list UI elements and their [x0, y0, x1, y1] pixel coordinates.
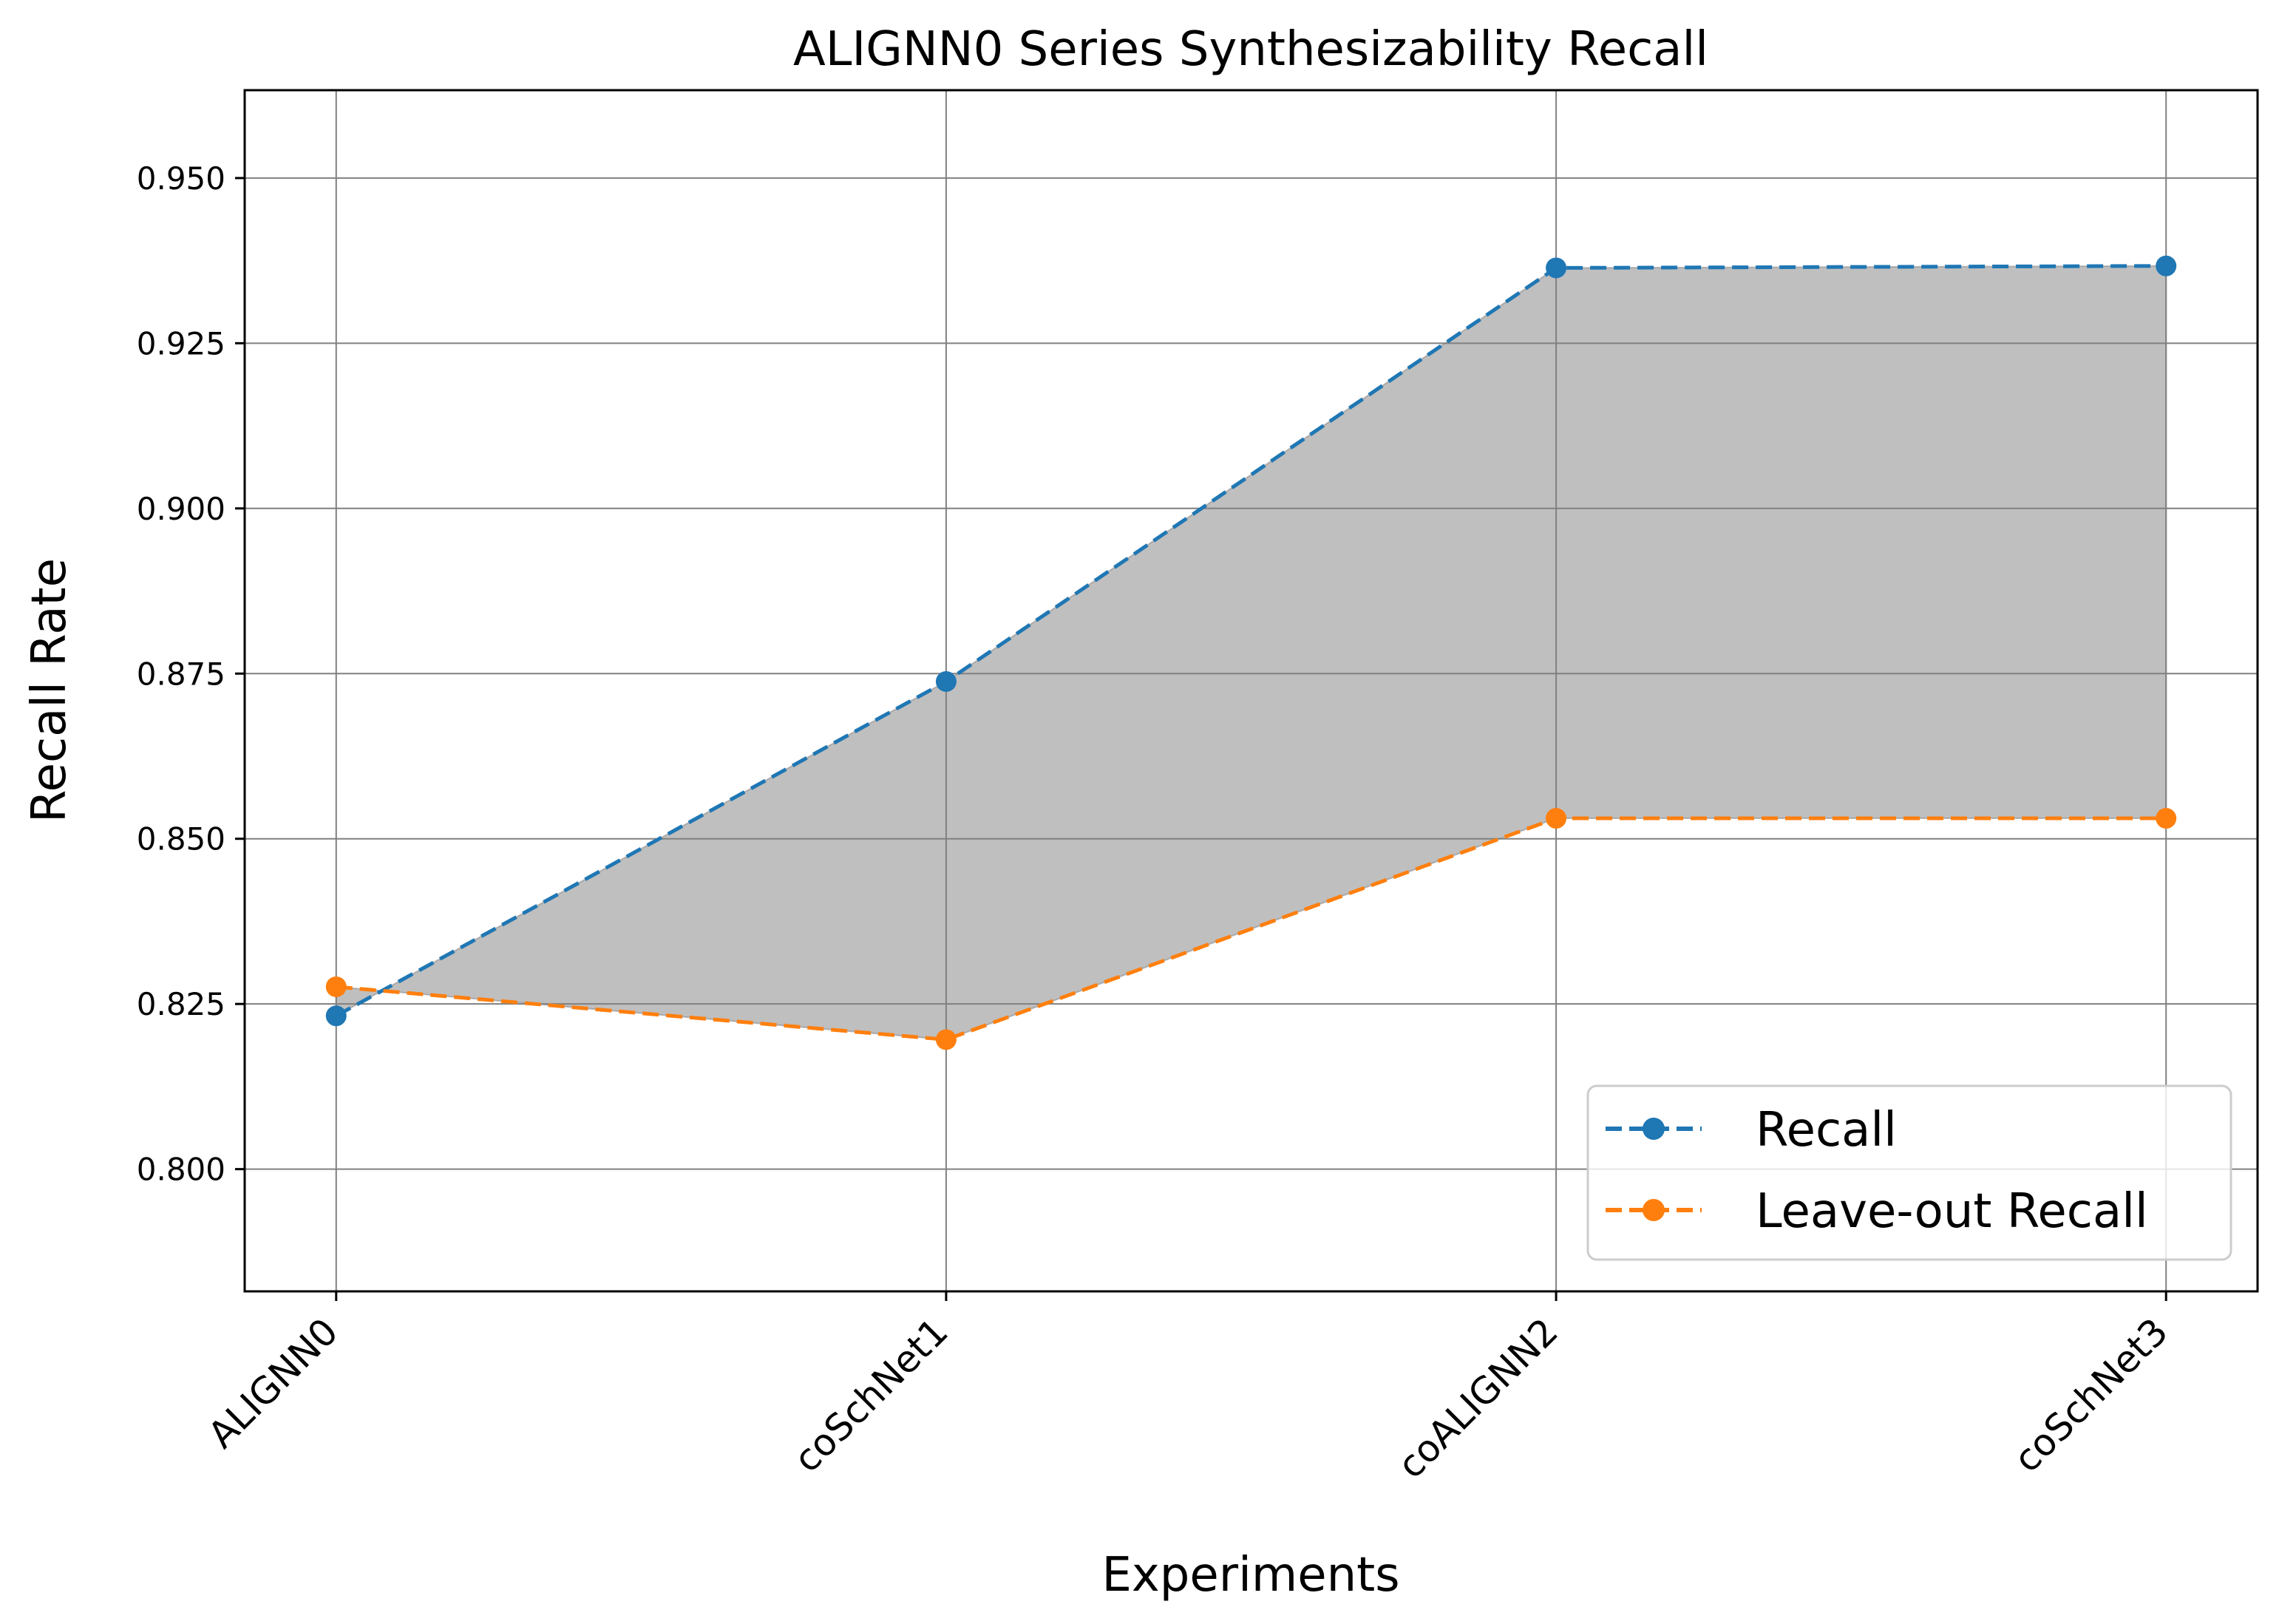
legend-label-leave-out-recall: Leave-out Recall	[1756, 1184, 2148, 1239]
series-lines	[325, 255, 2177, 1050]
data-point-recall	[935, 670, 957, 692]
y-tick-label: 0.800	[137, 1152, 225, 1188]
legend: Recall Leave-out Recall	[1586, 1084, 2232, 1261]
y-tick-label: 0.850	[137, 821, 225, 857]
y-tick-label: 0.925	[137, 325, 225, 361]
legend-label-recall: Recall	[1756, 1103, 1897, 1158]
chart-title: ALIGNN0 Series Synthesizability Recall	[793, 22, 1708, 77]
data-point-leave-out-recall	[2156, 808, 2177, 829]
data-point-leave-out-recall	[325, 976, 347, 997]
legend-box	[1586, 1084, 2232, 1261]
series-line-leave-out-recall	[336, 816, 2167, 1042]
y-axis-label: Recall Rate	[22, 558, 77, 823]
y-tick-label: 0.825	[137, 986, 225, 1022]
plot-frame	[243, 89, 2259, 1293]
data-point-recall	[325, 1005, 347, 1027]
series-line-recall	[335, 264, 2167, 1018]
data-point-leave-out-recall	[935, 1029, 957, 1050]
legend-leave-out-marker	[1643, 1199, 1665, 1221]
data-point-recall	[1546, 257, 1567, 279]
data-point-leave-out-recall	[1546, 808, 1567, 829]
y-tick-label: 0.950	[137, 160, 225, 197]
data-point-recall	[2156, 255, 2177, 276]
y-tick-label: 0.900	[137, 491, 225, 527]
legend-recall-marker	[1643, 1118, 1665, 1140]
y-tick-label: 0.875	[137, 656, 225, 692]
y-axis-ticks: 0.800 0.825 0.850 0.875 0.900 0.925 0.950	[137, 160, 245, 1188]
x-axis-label: Experiments	[1101, 1548, 1399, 1603]
